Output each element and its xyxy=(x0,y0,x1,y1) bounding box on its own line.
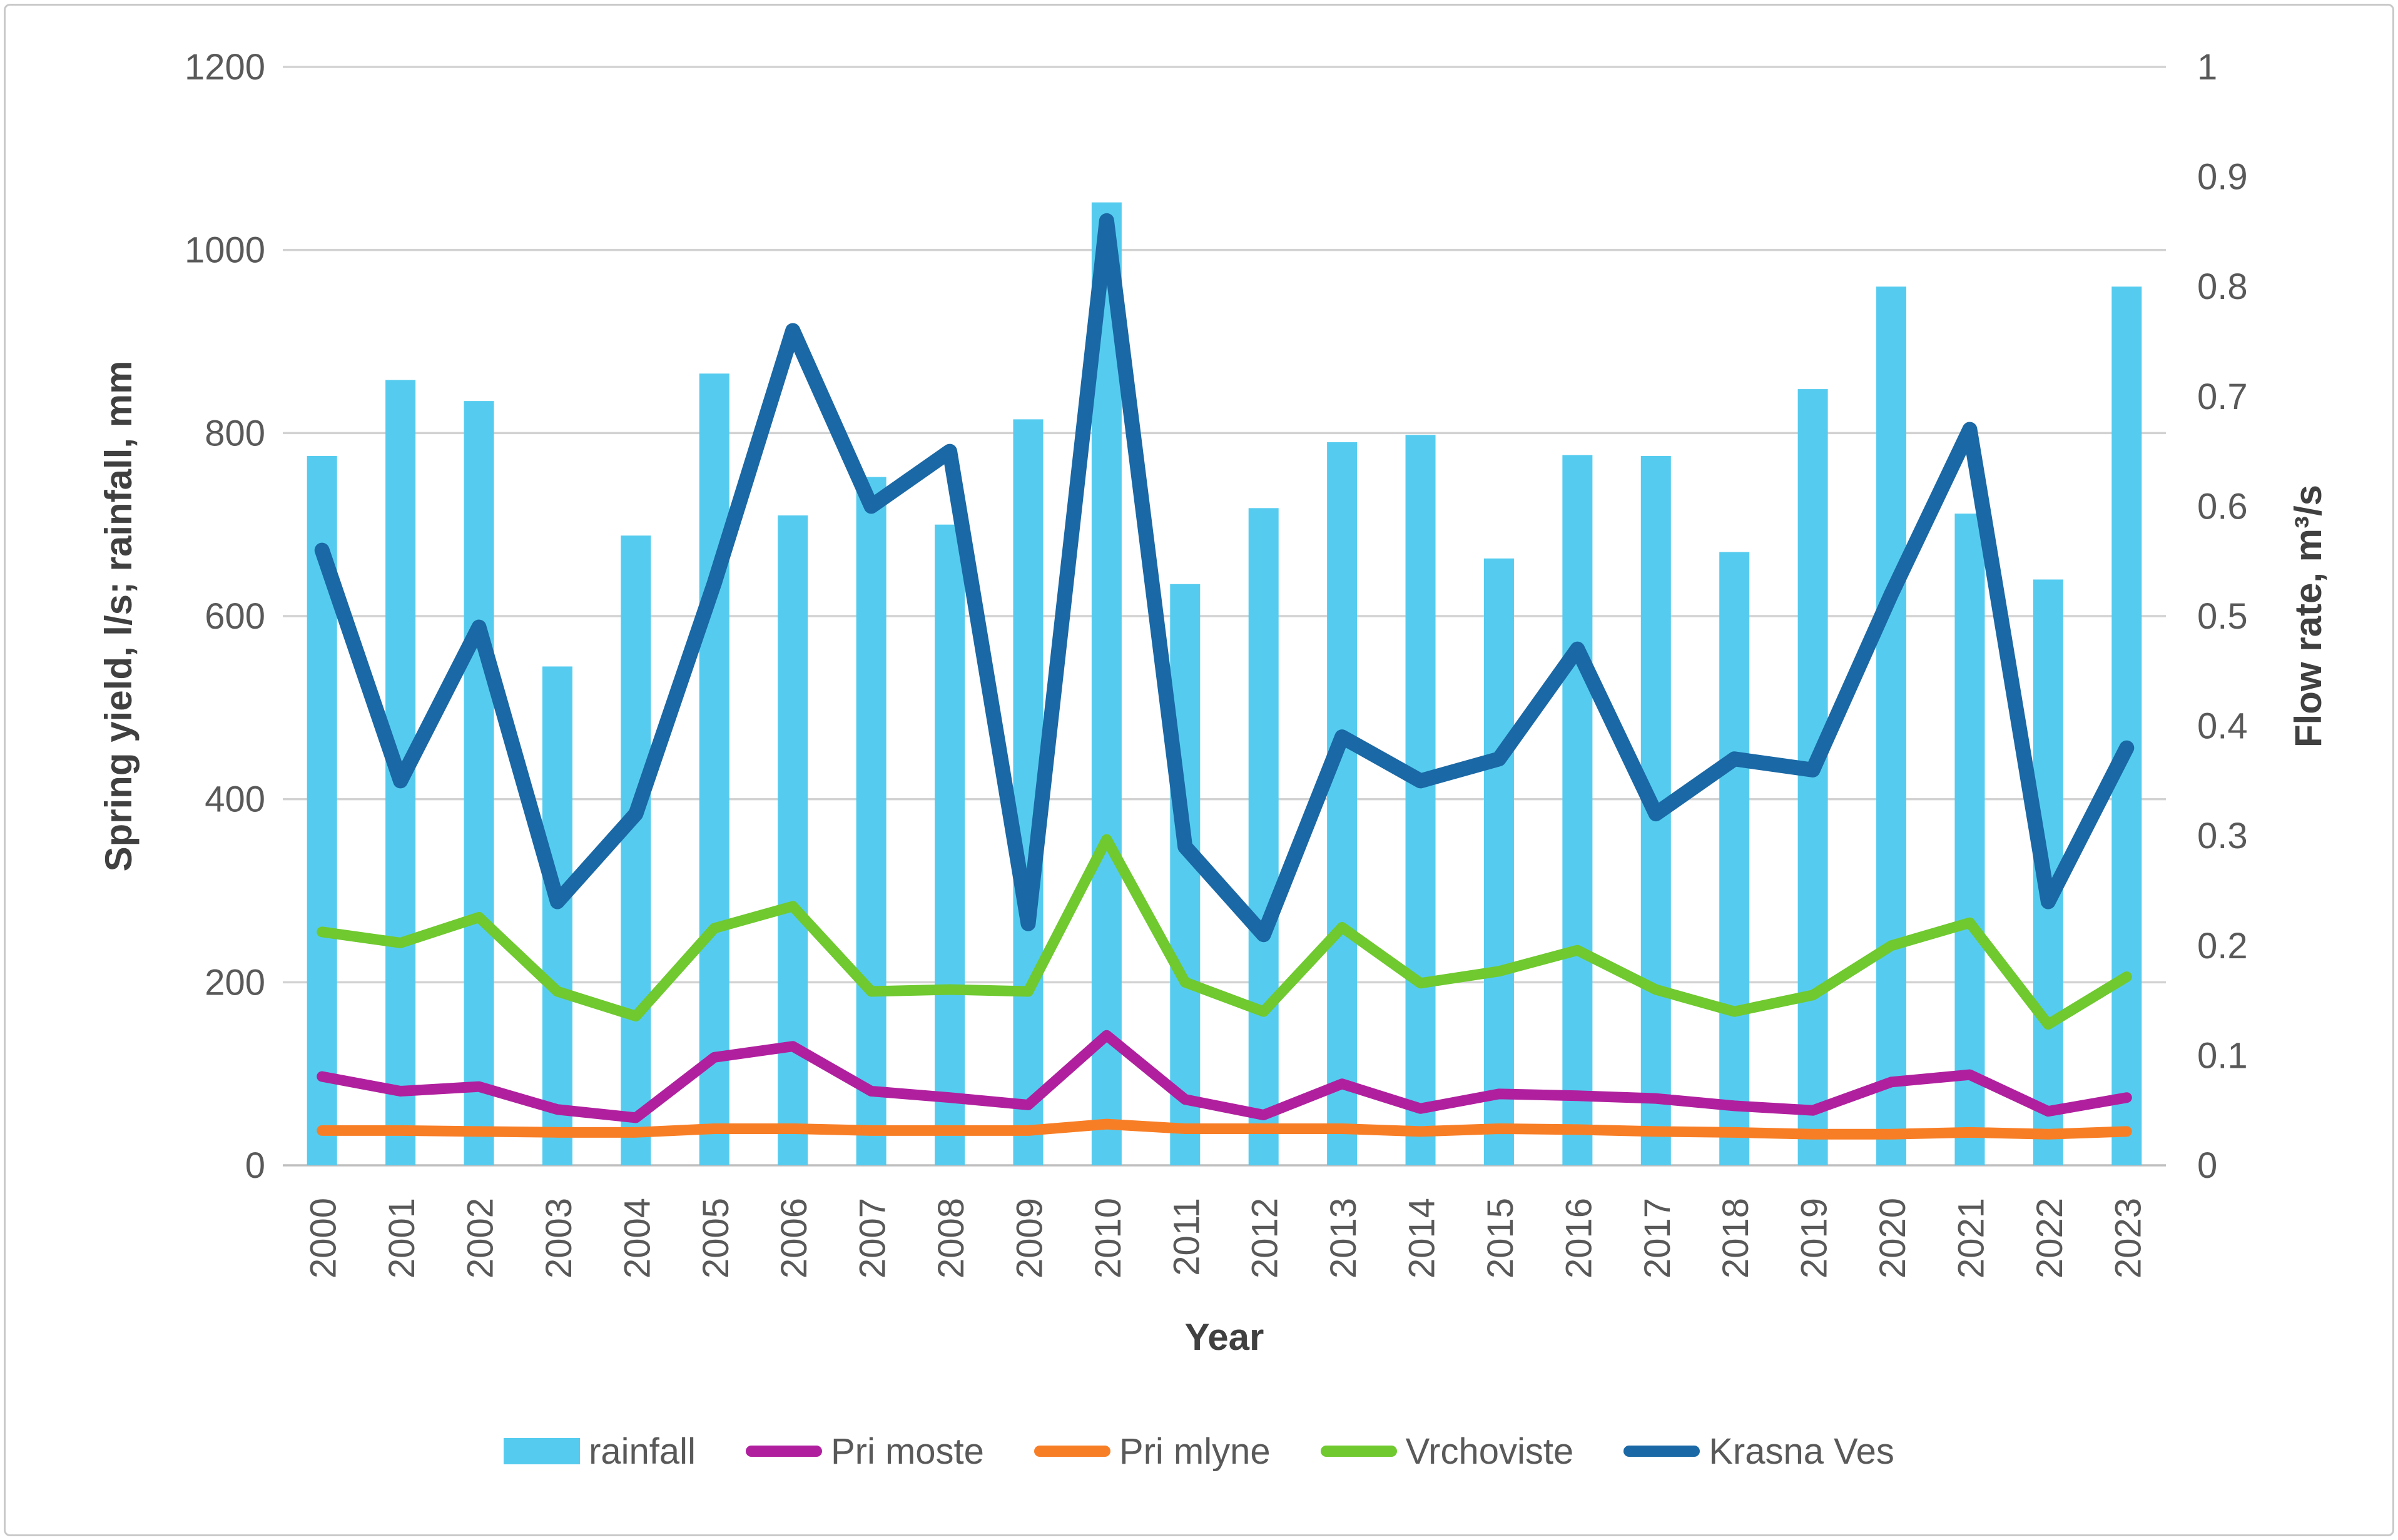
left-axis-tick-label: 0 xyxy=(245,1145,265,1186)
rainfall-bar xyxy=(1248,508,1279,1165)
legend-item-krasna-ves: Krasna Ves xyxy=(1623,1431,1894,1472)
legend-label: Krasna Ves xyxy=(1709,1431,1894,1472)
rainfall-bar xyxy=(464,401,494,1165)
rainfall-bar xyxy=(856,477,887,1166)
x-axis-year-label: 2010 xyxy=(1088,1198,1129,1279)
x-axis-year-label: 2012 xyxy=(1245,1198,1286,1279)
rainfall-bar xyxy=(2111,286,2142,1166)
vrchoviste-line xyxy=(317,834,2132,1030)
rainfall-bar xyxy=(542,666,572,1165)
rainfall-bar xyxy=(1562,455,1593,1165)
rainfall-bar xyxy=(1327,442,1358,1165)
left-axis-title: Spring yield, l/s; rainfall, mm xyxy=(98,361,140,872)
x-axis-year-label: 2022 xyxy=(2030,1198,2070,1279)
legend-label: Pri mlyne xyxy=(1119,1431,1271,1472)
right-axis-tick-label: 0.6 xyxy=(2197,486,2248,527)
x-axis-year-label: 2011 xyxy=(1166,1198,1207,1276)
legend-label: Vrchoviste xyxy=(1405,1431,1574,1472)
x-axis-year-label: 2003 xyxy=(539,1198,579,1279)
x-axis-year-label: 2021 xyxy=(1951,1198,1991,1279)
legend-item-pri-moste: Pri moste xyxy=(745,1431,984,1472)
right-axis-tick-label: 0.8 xyxy=(2197,266,2248,307)
right-axis-tick-label: 1 xyxy=(2197,47,2217,88)
x-axis-year-label: 2015 xyxy=(1480,1198,1521,1279)
right-axis-tick-label: 0.1 xyxy=(2197,1035,2248,1076)
rainfall-bar xyxy=(778,515,808,1165)
legend-swatch-pri-moste xyxy=(745,1446,822,1457)
right-axis-tick-label: 0.2 xyxy=(2197,926,2248,966)
x-axis-year-label: 2002 xyxy=(460,1198,501,1279)
x-axis-year-label: 2018 xyxy=(1715,1198,1756,1279)
rainfall-bar xyxy=(1876,286,1907,1166)
rainfall-bar xyxy=(1170,584,1201,1165)
legend-swatch-pri-mlyne xyxy=(1034,1446,1110,1457)
right-axis-tick-label: 0 xyxy=(2197,1145,2217,1186)
x-axis-year-label: 2016 xyxy=(1558,1198,1599,1279)
pri-mlyne-line xyxy=(317,1118,2132,1140)
x-axis-year-label: 2014 xyxy=(1402,1198,1443,1279)
left-axis-tick-label: 600 xyxy=(205,596,265,637)
legend-swatch-krasna-ves xyxy=(1623,1446,1700,1457)
rainfall-bar xyxy=(699,373,729,1165)
legend-item-rainfall: rainfall xyxy=(504,1431,696,1472)
right-axis-tick-label: 0.7 xyxy=(2197,377,2248,417)
legend: rainfall Pri moste Pri mlyne Vrchoviste Kras… xyxy=(0,1419,2398,1484)
x-axis-year-label: 2020 xyxy=(1872,1198,1913,1279)
x-axis-year-label: 2013 xyxy=(1323,1198,1364,1279)
rainfall-bar xyxy=(935,524,965,1165)
x-axis-year-label: 2005 xyxy=(696,1198,736,1279)
legend-label: rainfall xyxy=(589,1431,696,1472)
x-axis-year-label: 2000 xyxy=(303,1198,344,1279)
left-axis-tick-label: 800 xyxy=(205,413,265,453)
right-axis-tick-label: 0.9 xyxy=(2197,157,2248,198)
rainfall-bar xyxy=(1954,514,1985,1165)
krasna-ves-line xyxy=(314,213,2135,943)
left-axis-tick-label: 1200 xyxy=(185,47,265,88)
left-axis-tick-label: 200 xyxy=(205,962,265,1003)
right-axis-tick-label: 0.5 xyxy=(2197,596,2248,637)
rainfall-bar xyxy=(1719,552,1750,1165)
left-axis-tick-label: 1000 xyxy=(185,230,265,271)
x-axis-year-label: 2008 xyxy=(931,1198,972,1279)
legend-item-pri-mlyne: Pri mlyne xyxy=(1034,1431,1271,1472)
x-axis-year-label: 2017 xyxy=(1637,1198,1678,1279)
x-axis-title: Year xyxy=(1185,1316,1264,1358)
x-axis-year-label: 2023 xyxy=(2108,1198,2148,1279)
rainfall-bar xyxy=(1405,435,1436,1165)
x-axis-year-label: 2009 xyxy=(1009,1198,1050,1279)
legend-label: Pri moste xyxy=(830,1431,984,1472)
x-axis-year-label: 2001 xyxy=(382,1198,422,1279)
x-axis-year-label: 2007 xyxy=(853,1198,893,1279)
rainfall-bar xyxy=(1483,558,1514,1165)
legend-item-vrchoviste: Vrchoviste xyxy=(1320,1431,1574,1472)
x-axis-year-label: 2004 xyxy=(617,1198,658,1279)
right-axis-tick-label: 0.4 xyxy=(2197,706,2248,747)
x-axis-year-label: 2006 xyxy=(774,1198,815,1279)
x-axis-year-label: 2019 xyxy=(1794,1198,1835,1279)
right-axis-title: Flow rate, m³/s xyxy=(2287,485,2329,747)
right-axis-tick-label: 0.3 xyxy=(2197,816,2248,856)
left-axis-tick-label: 400 xyxy=(205,779,265,820)
legend-swatch-vrchoviste xyxy=(1320,1446,1397,1457)
legend-swatch-rainfall xyxy=(504,1438,581,1464)
rainfall-bar xyxy=(621,535,651,1165)
pri-moste-line xyxy=(317,1030,2132,1123)
